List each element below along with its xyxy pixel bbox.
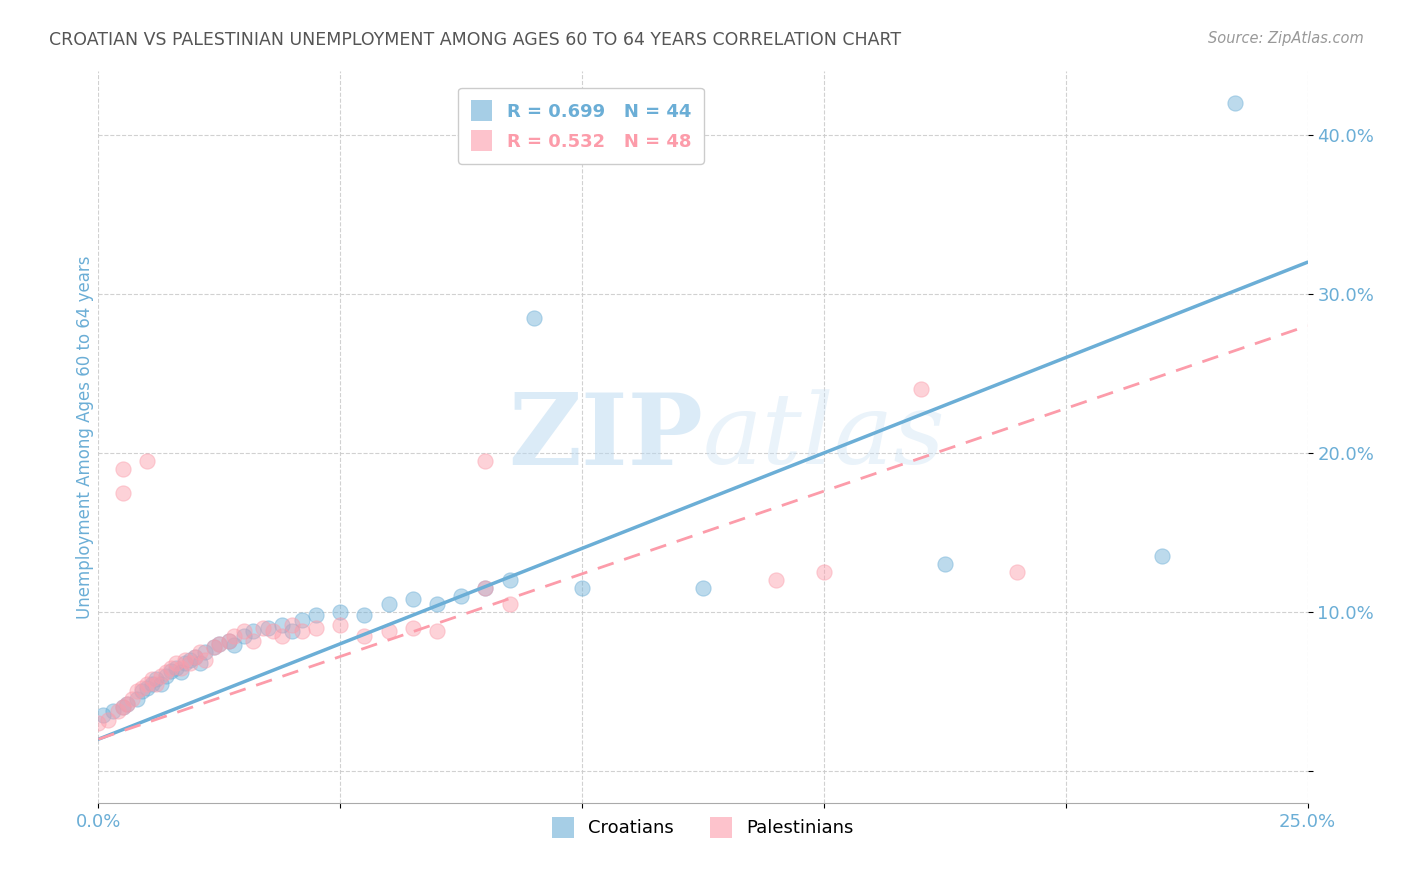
Point <box>426 597 449 611</box>
Point <box>1007 566 1029 580</box>
Point <box>87 716 110 731</box>
Text: CROATIAN VS PALESTINIAN UNEMPLOYMENT AMONG AGES 60 TO 64 YEARS CORRELATION CHART: CROATIAN VS PALESTINIAN UNEMPLOYMENT AMO… <box>49 31 901 49</box>
Point <box>150 668 173 682</box>
Point <box>135 454 157 468</box>
Point <box>174 653 197 667</box>
Point <box>208 637 231 651</box>
Point <box>188 645 211 659</box>
Point <box>262 624 284 638</box>
Point <box>692 581 714 595</box>
Point <box>426 624 449 638</box>
Point <box>474 581 496 595</box>
Point <box>135 676 157 690</box>
Point <box>91 708 114 723</box>
Point <box>204 640 226 654</box>
Point <box>117 697 139 711</box>
Point <box>252 621 274 635</box>
Point <box>450 589 472 603</box>
Point <box>218 633 240 648</box>
Point <box>131 681 153 696</box>
Point <box>353 608 375 623</box>
Point <box>523 310 546 325</box>
Point <box>97 713 120 727</box>
Point <box>141 672 163 686</box>
Point <box>111 700 134 714</box>
Text: ZIP: ZIP <box>508 389 703 485</box>
Point <box>127 684 149 698</box>
Text: atlas: atlas <box>703 390 946 484</box>
Point <box>141 676 163 690</box>
Point <box>160 660 183 674</box>
Point <box>169 665 191 680</box>
Point <box>184 649 207 664</box>
Point <box>271 629 294 643</box>
Point <box>222 629 245 643</box>
Point <box>117 697 139 711</box>
Point <box>179 656 201 670</box>
Text: Source: ZipAtlas.com: Source: ZipAtlas.com <box>1208 31 1364 46</box>
Point <box>107 704 129 718</box>
Point <box>498 597 520 611</box>
Point <box>232 624 254 638</box>
Point <box>150 676 173 690</box>
Point <box>155 665 177 680</box>
Point <box>145 676 167 690</box>
Point <box>281 617 304 632</box>
Point <box>179 653 201 667</box>
Point <box>571 581 593 595</box>
Point <box>111 462 134 476</box>
Point <box>145 672 167 686</box>
Point <box>194 645 217 659</box>
Point <box>204 640 226 654</box>
Point <box>127 692 149 706</box>
Point <box>160 664 183 678</box>
Point <box>377 597 399 611</box>
Point <box>174 656 197 670</box>
Point <box>353 629 375 643</box>
Point <box>101 704 124 718</box>
Point <box>290 613 312 627</box>
Point <box>194 653 217 667</box>
Point <box>232 629 254 643</box>
Point <box>474 454 496 468</box>
Point <box>242 633 264 648</box>
Point <box>474 581 496 595</box>
Point <box>111 485 134 500</box>
Point <box>329 617 352 632</box>
Point <box>121 692 143 706</box>
Point <box>271 617 294 632</box>
Point <box>813 566 835 580</box>
Point <box>1152 549 1174 564</box>
Point <box>184 649 207 664</box>
Point <box>135 681 157 696</box>
Point <box>765 573 787 587</box>
Point <box>402 621 425 635</box>
Point <box>377 624 399 638</box>
Point <box>305 621 328 635</box>
Point <box>256 621 278 635</box>
Point <box>1223 96 1246 111</box>
Point <box>111 700 134 714</box>
Point <box>934 558 956 572</box>
Point <box>165 660 187 674</box>
Point <box>218 633 240 648</box>
Point <box>169 660 191 674</box>
Point <box>242 624 264 638</box>
Point <box>131 684 153 698</box>
Point <box>402 592 425 607</box>
Point <box>305 608 328 623</box>
Point <box>290 624 312 638</box>
Y-axis label: Unemployment Among Ages 60 to 64 years: Unemployment Among Ages 60 to 64 years <box>76 255 94 619</box>
Legend: Croatians, Palestinians: Croatians, Palestinians <box>546 810 860 845</box>
Point <box>498 573 520 587</box>
Point <box>329 605 352 619</box>
Point <box>208 637 231 651</box>
Point <box>910 383 932 397</box>
Point <box>188 656 211 670</box>
Point <box>281 624 304 638</box>
Point <box>155 668 177 682</box>
Point <box>222 639 245 653</box>
Point <box>165 656 187 670</box>
